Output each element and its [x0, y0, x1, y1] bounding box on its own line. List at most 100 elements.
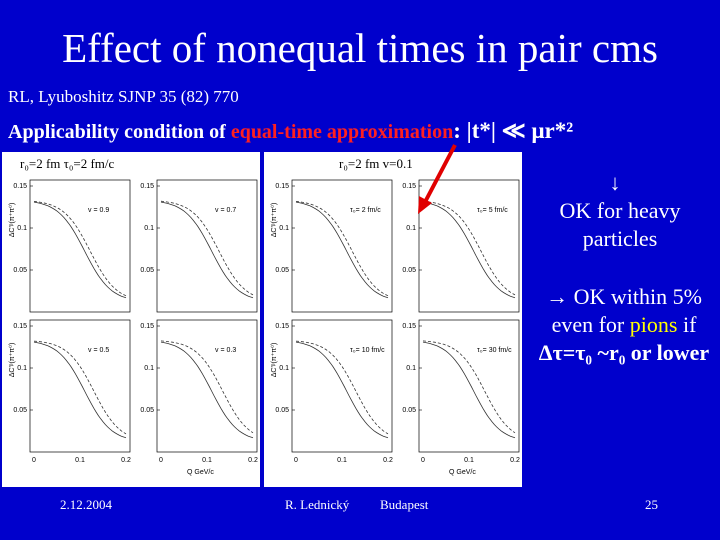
y-axis-label: ΔC'ᵖ(π⁺π⁰)	[8, 343, 16, 378]
curve	[422, 200, 516, 296]
y-tick-label: 0.15	[402, 183, 416, 190]
y-tick-label: 0.1	[406, 365, 416, 372]
note: even for	[552, 312, 630, 337]
author: R. Lednický	[285, 497, 350, 512]
x-tick-label: 0.1	[75, 457, 85, 464]
panel-label: τ₀= 30 fm/c	[477, 347, 512, 354]
place: Budapest	[380, 497, 429, 512]
curve	[422, 201, 516, 299]
x-tick-label: 0	[32, 457, 36, 464]
x-tick-label: 0	[294, 457, 298, 464]
y-axis-label: ΔC'ᵖ(π⁺π⁰)	[270, 343, 278, 378]
figure-caption: r₀=2 fm v=0.1	[339, 156, 413, 171]
y-tick-label: 0.1	[17, 225, 27, 232]
y-tick-label: 0.15	[140, 323, 154, 330]
figure-caption: r₀=2 fm τ₀=2 fm/c	[20, 156, 115, 171]
y-tick-label: 0.05	[140, 267, 154, 274]
reference: RL, Lyuboshitz SJNP 35 (82) 770	[8, 87, 239, 106]
authors: RL, Lyuboshitz	[8, 87, 118, 106]
x-tick-label: 0	[159, 457, 163, 464]
panel-label: τ₀= 2 fm/c	[350, 207, 381, 214]
panel-frame	[418, 319, 520, 453]
curve	[33, 341, 127, 439]
curve	[160, 340, 254, 434]
curve	[160, 201, 254, 299]
curve	[295, 341, 389, 439]
note: OK for heavy	[560, 198, 681, 223]
y-tick-label: 0.05	[402, 267, 416, 274]
x-tick-label: 0.2	[510, 457, 520, 464]
panel-label: τ₀= 10 fm/c	[350, 347, 385, 354]
x-tick-label: 0	[421, 457, 425, 464]
y-tick-label: 0.05	[402, 407, 416, 414]
y-tick-label: 0.05	[275, 407, 289, 414]
y-axis-label: ΔC'ᵖ(π⁺π⁰)	[8, 203, 16, 238]
note: particles	[583, 226, 658, 251]
x-tick-label: 0.2	[121, 457, 131, 464]
note: even for pions if	[552, 312, 697, 337]
curve	[33, 340, 127, 435]
pions: pions	[630, 312, 678, 337]
condition: Applicability condition of equal-time ap…	[8, 118, 573, 143]
y-tick-label: 0.15	[13, 323, 27, 330]
figures: r₀=2 fm τ₀=2 fm/c 0.15 0.1 0.05 ΔC'ᵖ(π⁺π⁰) v …	[2, 152, 522, 487]
y-tick-label: 0.1	[144, 365, 154, 372]
condition-highlight: equal-time approximation	[231, 121, 453, 143]
x-axis-label: Q GeV/c	[187, 469, 214, 476]
y-tick-label: 0.15	[140, 183, 154, 190]
y-tick-label: 0.15	[13, 183, 27, 190]
curve	[295, 201, 389, 297]
panel-frame	[156, 319, 258, 453]
x-tick-label: 0.1	[202, 457, 212, 464]
y-tick-label: 0.05	[275, 267, 289, 274]
note: Δτ=τ₀ ~r₀ or lower	[539, 340, 710, 365]
note: if	[677, 312, 697, 337]
y-tick-label: 0.05	[13, 267, 27, 274]
panel-frame	[29, 179, 131, 313]
footer: 2.12.2004 R. Lednický Budapest 25	[60, 497, 658, 512]
panel-frame	[29, 319, 131, 453]
y-tick-label: 0.05	[13, 407, 27, 414]
curve	[422, 340, 516, 434]
condition-formula: : |t*| ≪ μr*²	[453, 118, 573, 143]
y-tick-label: 0.15	[275, 183, 289, 190]
y-tick-label: 0.15	[275, 323, 289, 330]
page: 25	[645, 497, 658, 512]
x-axis-label: Q GeV/c	[449, 469, 476, 476]
note: → OK within 5%	[546, 284, 702, 309]
arrow	[422, 144, 457, 205]
y-axis-label: ΔC'ᵖ(π⁺π⁰)	[270, 203, 278, 238]
curve	[295, 201, 389, 299]
y-tick-label: 0.05	[140, 407, 154, 414]
x-tick-label: 0.1	[337, 457, 347, 464]
panel-label: v = 0.3	[215, 347, 236, 354]
curve	[422, 341, 516, 439]
journal: SJNP 35 (82) 770	[118, 87, 239, 106]
y-tick-label: 0.1	[279, 225, 289, 232]
figure-bg	[264, 152, 522, 487]
panel-label: v = 0.5	[88, 347, 109, 354]
curve	[295, 340, 389, 435]
curve	[33, 201, 127, 297]
notes: ↓ OK for heavy particles → OK within 5% …	[539, 170, 710, 365]
y-tick-label: 0.1	[406, 225, 416, 232]
figure-bg	[2, 152, 260, 487]
curve	[33, 201, 127, 299]
y-tick-label: 0.15	[402, 323, 416, 330]
y-tick-label: 0.1	[144, 225, 154, 232]
x-tick-label: 0.2	[248, 457, 258, 464]
panel-label: v = 0.7	[215, 207, 236, 214]
x-tick-label: 0.1	[464, 457, 474, 464]
curve	[160, 200, 254, 296]
panel-frame	[156, 179, 258, 313]
date: 2.12.2004	[60, 497, 113, 512]
curve	[160, 341, 254, 439]
y-tick-label: 0.1	[279, 365, 289, 372]
panel-label: v = 0.9	[88, 207, 109, 214]
arrow-head	[418, 196, 432, 214]
figure: r₀=2 fm τ₀=2 fm/c 0.15 0.1 0.05 ΔC'ᵖ(π⁺π⁰) v …	[2, 152, 260, 487]
title: Effect of nonequal times in pair cms	[62, 25, 658, 71]
x-tick-label: 0.2	[383, 457, 393, 464]
condition-text: Applicability condition of	[8, 121, 231, 143]
